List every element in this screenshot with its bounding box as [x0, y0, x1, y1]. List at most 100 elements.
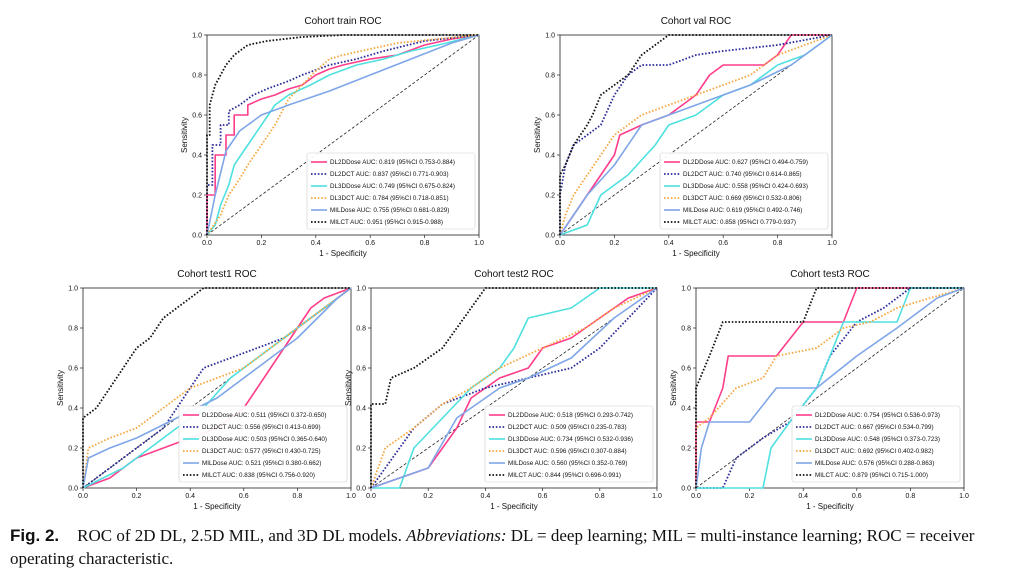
chance-diagonal: [370, 287, 658, 489]
y-tick-label: 0.8: [192, 73, 202, 80]
roc-panel-3: Cohort test1 ROC 0.00.0 0.2 0.2 0.4 0.4 0.6 0.6…: [56, 269, 356, 511]
y-tick-label: 0.2: [356, 446, 366, 453]
legend-box: [659, 152, 829, 230]
roc-curve-4: [206, 34, 480, 236]
caption-abbreviations-label: Abbreviations:: [406, 526, 507, 545]
y-tick-label: 0.0: [545, 233, 555, 240]
y-tick-label: 0.0: [68, 486, 78, 493]
y-tick-label: 0.4: [356, 406, 366, 413]
chance-diagonal: [206, 34, 480, 236]
chart-title: Cohort val ROC: [661, 16, 732, 27]
x-tick-label: 0.4: [481, 493, 491, 500]
y-tick-label: 1.0: [192, 33, 202, 40]
x-axis-label: 1 - Specificity: [490, 502, 538, 511]
x-tick-label: 1.0: [474, 240, 484, 247]
y-tick-label: 1.0: [356, 286, 366, 293]
legend-box: [791, 405, 961, 483]
y-tick-label: 0.6: [545, 113, 555, 120]
legend-entry: DL2DDose AUC: 0.819 (95%CI 0.753-0.884): [330, 159, 455, 166]
y-tick-label: 0.2: [192, 193, 202, 200]
x-tick-label: 1.0: [827, 240, 837, 247]
legend-box: [178, 405, 348, 483]
x-tick-label: 0.8: [595, 493, 605, 500]
roc-curve-6: [695, 287, 964, 488]
roc-curve-6: [559, 34, 832, 235]
roc-curve-5: [559, 34, 833, 236]
x-tick-label: 0.6: [239, 493, 249, 500]
roc-curve-5: [695, 287, 965, 489]
roc-curve-5: [370, 287, 658, 489]
roc-panel-5: Cohort test3 ROC 0.00.0 0.2 0.2 0.4 0.4 0.6 0.6…: [669, 269, 969, 511]
y-tick-label: 0.2: [681, 446, 691, 453]
roc-curve-3: [371, 287, 657, 489]
roc-curve-6: [206, 34, 479, 235]
legend-entry: DL3DDose AUC: 0.503 (95%CI 0.365-0.640): [202, 436, 327, 443]
legend: DL2DDose AUC: 0.518 (95%CI 0.293-0.742) D…: [484, 405, 654, 483]
x-tick-label: 1.0: [959, 493, 969, 500]
y-tick-label: 0.0: [681, 486, 691, 493]
x-tick-label: 0.6: [718, 240, 728, 247]
legend-entry: DL3DCT AUC: 0.692 (95%CI 0.402-0.982): [815, 448, 934, 455]
legend-entry: DL2DCT AUC: 0.667 (95%CI 0.534-0.799): [815, 424, 934, 431]
roc-panel-1: Cohort train ROC 0.00.0 0.2 0.2 0.4 0.4 0.6 0.6…: [180, 16, 484, 258]
y-tick-label: 0.8: [68, 326, 78, 333]
x-axis-label: 1 - Specificity: [319, 249, 367, 258]
x-tick-label: 1.0: [652, 493, 662, 500]
chart-title: Cohort test3 ROC: [790, 269, 869, 280]
legend-entry: DL3DDose AUC: 0.749 (95%CI 0.675-0.824): [330, 183, 455, 190]
x-axis-label: 1 - Specificity: [806, 502, 854, 511]
x-tick-label: 0.0: [78, 493, 88, 500]
x-tick-label: 0.6: [365, 240, 375, 247]
legend-entry: DL3DCT AUC: 0.577 (95%CI 0.430-0.725): [202, 448, 321, 455]
legend-entry: DL2DCT AUC: 0.740 (95%CI 0.614-0.865): [683, 171, 802, 178]
roc-curve-3: [559, 34, 833, 236]
roc-curve-5: [206, 34, 480, 236]
y-axis-label: Sensitivity: [533, 117, 542, 153]
figure-label: Fig. 2.: [10, 526, 60, 545]
y-tick-label: 0.2: [545, 193, 555, 200]
legend-entry: DL2DCT AUC: 0.556 (95%CI 0.413-0.699): [202, 424, 321, 431]
figure-canvas: Cohort train ROC0.00.00.20.20.40.40.60.6…: [56, 16, 969, 511]
y-tick-label: 0.4: [681, 406, 691, 413]
x-tick-label: 0.4: [798, 493, 808, 500]
chart-title: Cohort test2 ROC: [474, 269, 553, 280]
legend-entry: DL2DDose AUC: 0.627 (95%CI 0.494-0.759): [683, 159, 808, 166]
roc-curve-4: [559, 34, 833, 236]
legend-entry: MILCT AUC: 0.858 (95%CI 0.779-0.937): [683, 219, 796, 226]
y-axis-label: Sensitivity: [56, 370, 65, 406]
x-tick-label: 0.4: [185, 493, 195, 500]
legend-entry: MILDose AUC: 0.755 (95%CI 0.681-0.829): [330, 207, 449, 214]
y-tick-label: 0.2: [68, 446, 78, 453]
legend: DL2DDose AUC: 0.754 (95%CI 0.536-0.973) D…: [791, 405, 961, 483]
roc-panel-4: Cohort test2 ROC 0.00.0 0.2 0.2 0.4 0.4 0.6 0.6…: [344, 269, 662, 511]
x-tick-label: 0.2: [132, 493, 142, 500]
legend: DL2DDose AUC: 0.819 (95%CI 0.753-0.884) D…: [306, 152, 476, 230]
legend-box: [484, 405, 654, 483]
x-tick-label: 0.6: [852, 493, 862, 500]
legend-entry: MILDose AUC: 0.521 (95%CI 0.380-0.662): [202, 460, 321, 467]
y-tick-label: 1.0: [545, 33, 555, 40]
y-tick-label: 0.6: [356, 366, 366, 373]
chart-title: Cohort train ROC: [304, 16, 381, 27]
x-tick-label: 0.4: [311, 240, 321, 247]
roc-curve-4: [695, 287, 965, 488]
x-tick-label: 0.0: [366, 493, 376, 500]
x-tick-label: 0.8: [906, 493, 916, 500]
y-tick-label: 1.0: [681, 286, 691, 293]
legend-entry: DL2DCT AUC: 0.509 (95%CI 0.235-0.783): [508, 424, 627, 431]
y-tick-label: 0.6: [68, 366, 78, 373]
roc-curve-4: [82, 287, 352, 489]
figure-caption: Fig. 2. ROC of 2D DL, 2.5D MIL, and 3D DL…: [10, 524, 1010, 570]
x-tick-label: 0.2: [610, 240, 620, 247]
y-tick-label: 0.8: [681, 326, 691, 333]
legend-entry: DL3DCT AUC: 0.784 (95%CI 0.718-0.851): [330, 195, 449, 202]
x-tick-label: 0.0: [555, 240, 565, 247]
roc-curve-2: [559, 34, 833, 235]
x-tick-label: 0.0: [202, 240, 212, 247]
legend-entry: MILDose AUC: 0.576 (95%CI 0.288-0.863): [815, 460, 934, 467]
legend-entry: DL3DCT AUC: 0.596 (95%CI 0.307-0.884): [508, 448, 627, 455]
roc-curve-3: [696, 287, 964, 489]
x-tick-label: 0.2: [257, 240, 267, 247]
y-tick-label: 0.4: [192, 153, 202, 160]
legend-entry: DL2DDose AUC: 0.518 (95%CI 0.293-0.742): [508, 412, 633, 419]
